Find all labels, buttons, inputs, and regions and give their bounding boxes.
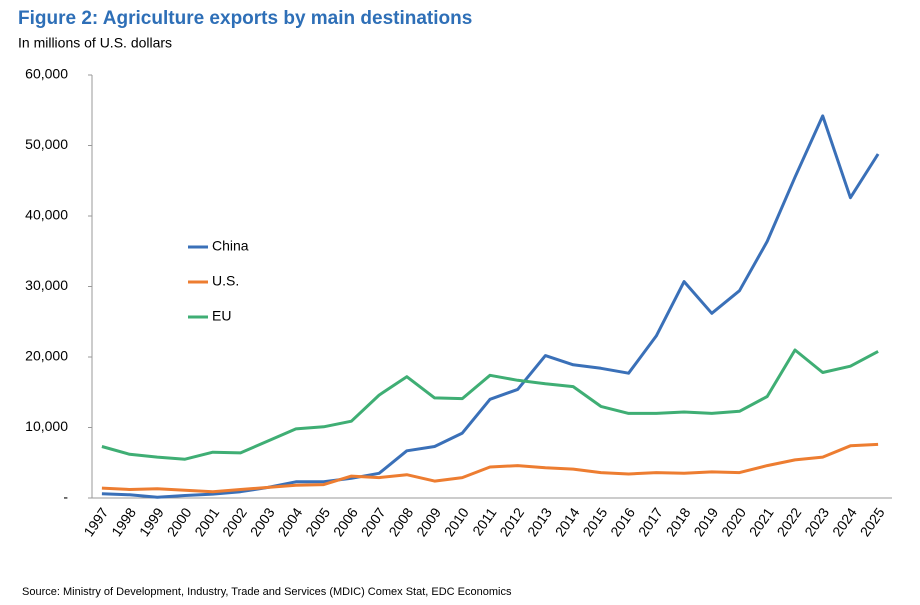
y-tick-label: 50,000 (25, 136, 68, 152)
x-tick-label: 1998 (108, 505, 139, 540)
y-tick-label: 30,000 (25, 277, 68, 293)
series-line (101, 348, 879, 461)
x-tick-label: 2005 (302, 505, 333, 540)
x-tick-label: 2016 (607, 505, 638, 540)
x-tick-label: 2011 (469, 504, 499, 538)
x-tick-label: 2009 (413, 505, 444, 540)
x-tick-label: 2023 (801, 505, 832, 540)
x-tick-label: 1999 (136, 505, 167, 540)
legend-label: China (212, 238, 249, 254)
x-tick-label: 2012 (496, 505, 527, 540)
x-tick-label: 2007 (358, 505, 389, 540)
x-tick-label: 2008 (385, 505, 416, 540)
x-tick-label: 2006 (330, 505, 361, 540)
source-note: Source: Ministry of Development, Industr… (22, 586, 512, 598)
y-tick-label: 40,000 (25, 207, 68, 223)
x-tick-label: 2017 (635, 505, 666, 540)
x-tick-label: 2013 (524, 505, 555, 540)
x-tick-label: 2003 (247, 505, 278, 540)
x-tick-label: 2024 (829, 505, 860, 540)
x-tick-label: 2002 (219, 505, 250, 540)
series-line (101, 114, 880, 499)
chart-title: Figure 2: Agriculture exports by main de… (18, 8, 472, 29)
x-tick-label: 2025 (857, 505, 888, 540)
legend-label: EU (212, 308, 231, 324)
y-tick-label: 20,000 (25, 348, 68, 364)
x-tick-label: 2022 (773, 505, 804, 540)
x-tick-label: 2020 (718, 505, 749, 540)
x-tick-label: 2019 (690, 505, 721, 540)
x-tick-label: 2018 (663, 505, 694, 540)
y-tick-label: - (63, 489, 68, 505)
x-tick-label: 2021 (746, 505, 777, 540)
x-tick-label: 1997 (80, 505, 111, 540)
legend-label: U.S. (212, 273, 239, 289)
chart-subtitle: In millions of U.S. dollars (18, 35, 172, 51)
x-tick-label: 2000 (164, 505, 195, 540)
x-tick-label: 2014 (552, 505, 583, 540)
x-tick-label: 2001 (191, 505, 222, 540)
x-tick-label: 2015 (579, 505, 610, 540)
series-line (101, 442, 879, 494)
x-tick-label: 2004 (274, 505, 305, 540)
y-tick-label: 10,000 (25, 418, 68, 434)
x-tick-label: 2010 (441, 505, 472, 540)
y-tick-label: 60,000 (25, 66, 68, 82)
